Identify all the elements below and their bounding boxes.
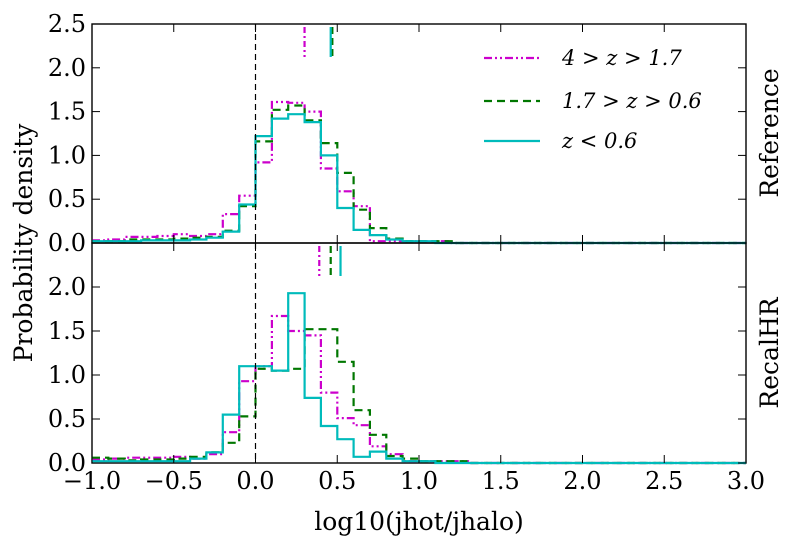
x-tick-label: 1.0	[400, 467, 438, 495]
y-tick-label: 2.0	[48, 54, 86, 82]
legend-label-low-z: z < 0.6	[561, 129, 637, 153]
x-axis-label: log10(jhot/jhalo)	[314, 507, 524, 536]
x-tick-label: 2.0	[563, 467, 601, 495]
y-tick-label: 2.0	[48, 273, 86, 301]
panel-label-reference: Reference	[755, 68, 784, 197]
y-tick-label: 0.0	[48, 229, 86, 257]
histogram-series-1	[92, 328, 746, 465]
plot-frame-bottom	[91, 242, 747, 464]
legend: 4 > z > 1.7 1.7 > z > 0.6 z < 0.6	[484, 46, 702, 153]
histogram-series-2	[92, 113, 746, 245]
x-tick-label: 1.5	[482, 467, 520, 495]
histogram-series-2	[92, 292, 746, 465]
panel-recalhr: −1.0 −0.5 0.0 0.5 1.0 1.5 2.0 2.5 3.0 0.0 0.5 1.0 1.…	[48, 242, 765, 495]
y-tick-label: 1.5	[48, 317, 86, 345]
panel-label-recalhr: RecalHR	[755, 296, 784, 408]
y-tick-label: 1.0	[48, 141, 86, 169]
y-tick-label: 1.0	[48, 361, 86, 389]
y-tick-label: 0.5	[48, 185, 86, 213]
y-axis-label: Probability density	[9, 123, 38, 363]
y-tick-label: 0.5	[48, 405, 86, 433]
y-tick-label: 2.5	[48, 10, 86, 38]
x-tick-label: 0.0	[236, 467, 274, 495]
x-tick-label: 0.5	[318, 467, 356, 495]
histogram-series-1	[92, 104, 746, 245]
x-tick-label: 2.5	[645, 467, 683, 495]
y-tick-label: 1.5	[48, 98, 86, 126]
histogram-series-0	[92, 314, 746, 465]
legend-label-mid-z: 1.7 > z > 0.6	[562, 89, 702, 113]
x-tick-label: −0.5	[145, 467, 203, 495]
legend-label-high-z: 4 > z > 1.7	[561, 46, 682, 70]
histogram-series-0	[92, 100, 746, 245]
x-tick-label: 3.0	[727, 467, 765, 495]
x-tick-label: −1.0	[63, 467, 121, 495]
y-tick-label: 0.0	[48, 449, 86, 477]
